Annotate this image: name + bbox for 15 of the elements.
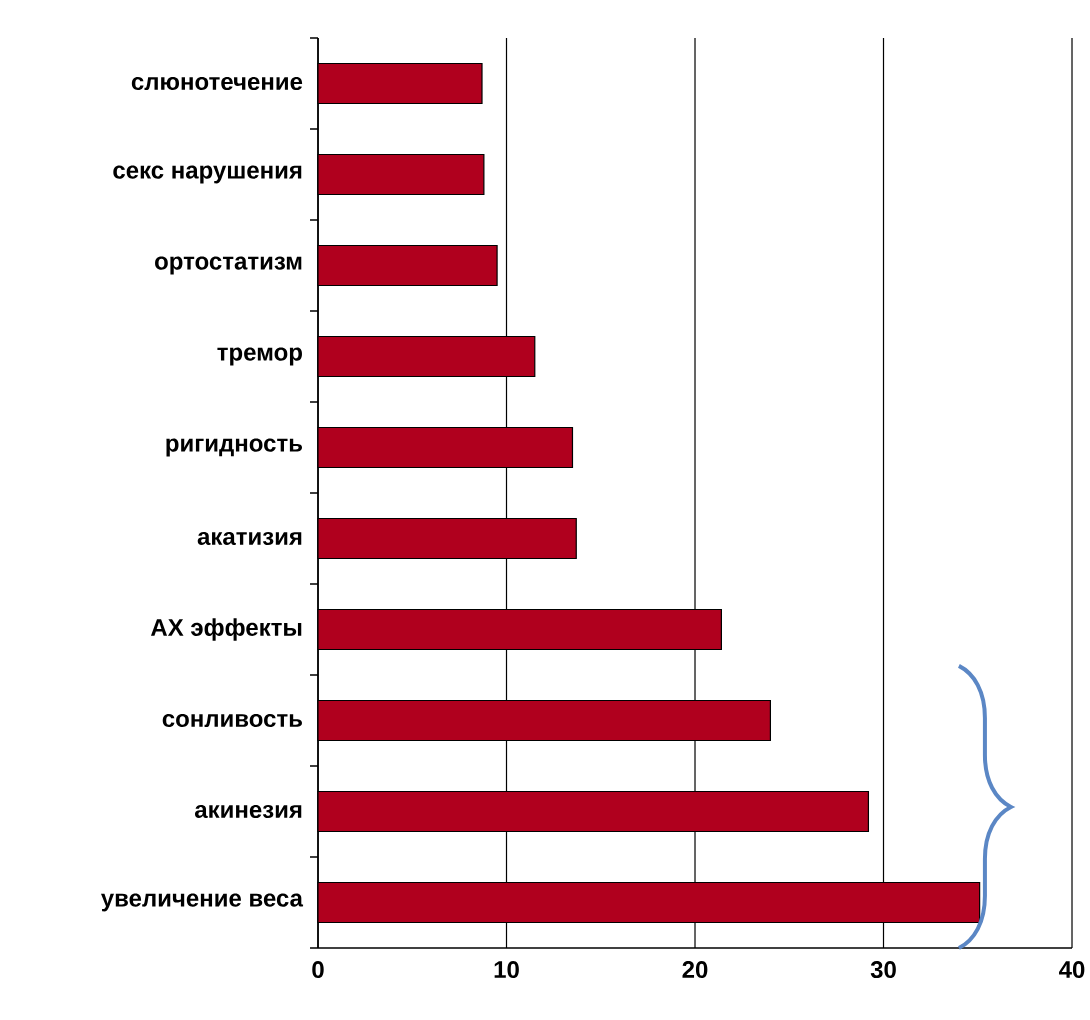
y-tick-label: увеличение веса [100, 893, 304, 912]
y-tick-label: акатизия [197, 531, 302, 546]
x-tick-label: 20 [682, 961, 708, 979]
y-tick-label: сонливость [162, 713, 302, 728]
x-tick-label: 40 [1059, 961, 1085, 979]
x-tick-label: 0 [312, 961, 324, 979]
x-tick-label: 30 [870, 961, 896, 979]
y-tick-label: секс нарушения [113, 165, 302, 184]
x-tick-label: 10 [494, 961, 519, 979]
y-tick-label: тремор [217, 347, 302, 366]
y-tick-label: ортостатизм [155, 256, 302, 275]
y-tick-label: АХ эффекты [150, 618, 302, 641]
y-tick-label: ригидность [166, 438, 302, 457]
y-tick-label: слюнотечение [131, 76, 303, 91]
y-tick-label: акинезия [194, 804, 302, 819]
